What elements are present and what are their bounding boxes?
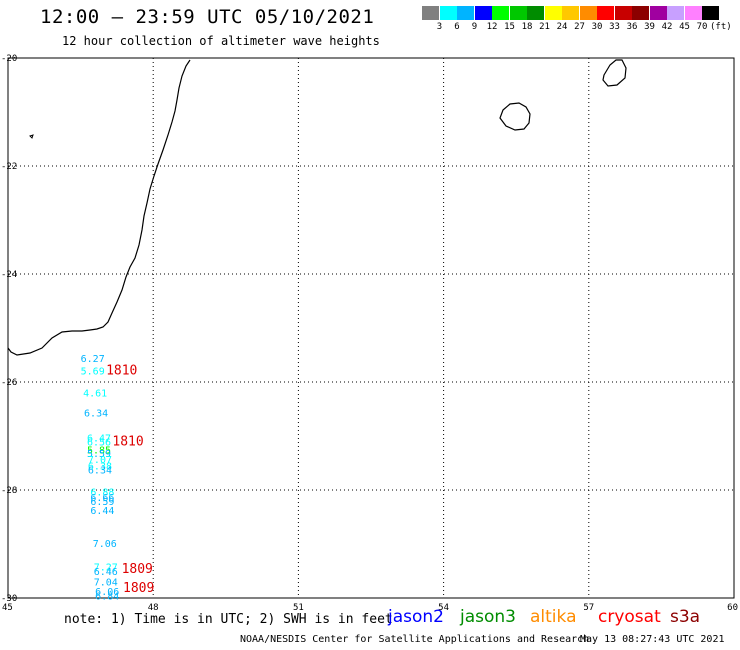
colorbar-tick-label: 21	[539, 22, 550, 32]
wave-height-value: 6.59	[90, 497, 114, 508]
wave-height-observations: 6.275.69 4.61 6.34 6.476.565.855.597.076.38…	[81, 354, 120, 603]
colorbar-tick-label: 12	[486, 22, 498, 32]
wave-height-value: 4.61	[83, 389, 107, 400]
colorbar-unit-label: (ft)	[710, 22, 732, 32]
wave-height-value: 6.84	[95, 592, 119, 603]
wave-height-value: 6.88	[90, 487, 114, 498]
wave-height-value: 6.06	[95, 587, 119, 598]
wave-height-value: 5.85	[87, 445, 111, 456]
legend-entry-jason2: jason2	[388, 607, 444, 627]
colorbar-tick-label: 45	[679, 22, 690, 32]
colorbar-tick-label: 30	[591, 22, 603, 32]
colorbar-swatch	[544, 6, 562, 20]
wave-height-value: 7.04	[94, 578, 118, 589]
wave-height-value: 6.34	[84, 409, 108, 420]
pass-time-label: 1810	[112, 435, 143, 450]
colorbar-swatch	[632, 6, 649, 20]
colorbar-swatch	[684, 6, 702, 20]
legend-entry-cryosat: cryosat	[598, 607, 661, 627]
wave-height-value: 6.38	[88, 461, 112, 472]
reunion-island	[499, 102, 531, 131]
longitude-tick-label: 45	[2, 603, 13, 613]
colorbar-tick-label: 42	[661, 22, 673, 32]
colorbar-tick-label: 24	[556, 22, 568, 32]
wave-height-value: 7.06	[93, 539, 117, 550]
axis-labels: 45 48 51 54 57 60 -20 -22 -24 -26 -28 -30	[1, 54, 738, 613]
colorbar-swatch	[422, 6, 439, 20]
colorbar-swatch	[562, 6, 579, 20]
timestamp-text: May 13 08:27:43 UTC 2021	[580, 634, 725, 645]
colorbar-tick-label: 3	[436, 22, 443, 32]
map-frame	[7, 57, 735, 599]
wave-height-value: 6.46	[94, 567, 118, 578]
map-title: 12:00 – 23:59 UTC 05/10/2021	[40, 6, 375, 28]
colorbar-swatch	[614, 6, 632, 20]
colorbar-tick-label: 33	[609, 22, 620, 32]
colorbar-swatch	[702, 6, 719, 20]
legend-entry-jason3: jason3	[460, 607, 516, 627]
small-island	[29, 134, 34, 139]
colorbar-swatch	[474, 6, 492, 20]
colorbar-tick-label: 18	[521, 22, 533, 32]
longitude-tick-label: 60	[727, 603, 738, 613]
colorbar-swatch	[597, 6, 614, 20]
latitude-tick-label: -26	[1, 378, 17, 388]
longitude-tick-label: 48	[148, 603, 159, 613]
coastline	[7, 59, 627, 356]
wave-height-value: 6.27	[81, 354, 105, 365]
wave-height-value: 5.69	[81, 366, 105, 377]
legend-entry-altika: altika	[530, 607, 577, 627]
wave-height-value: 6.66	[90, 493, 114, 504]
colorbar-tick-label: 27	[574, 22, 585, 32]
colorbar-tick-label: 70	[696, 22, 708, 32]
wave-height-value: 7.07	[88, 455, 112, 466]
bottom-note: note: 1) Time is in UTC; 2) SWH is in fe…	[64, 612, 393, 627]
gridlines	[8, 58, 734, 598]
latitude-tick-label: -28	[1, 486, 17, 496]
pass-time-labels: 1810 1810 1809 1809	[106, 363, 154, 596]
latitude-tick-label: -30	[1, 594, 17, 604]
longitude-tick-label: 57	[583, 603, 594, 613]
latitude-tick-label: -22	[1, 162, 17, 172]
colorbar-tick-label: 15	[504, 22, 515, 32]
wave-height-value: 6.56	[87, 438, 111, 449]
wave-height-value: 6.47	[87, 433, 111, 444]
latitude-tick-label: -20	[1, 54, 17, 64]
legend-entry-s3a: s3a	[670, 607, 701, 627]
colorbar-swatch	[509, 6, 527, 20]
colorbar-swatch	[579, 6, 597, 20]
colorbar-swatch	[439, 6, 457, 20]
colorbar-tick-label: 9	[471, 22, 478, 32]
pass-time-label: 1809	[123, 581, 154, 596]
colorbar-swatch	[649, 6, 667, 20]
wave-height-value: 6.44	[90, 506, 114, 517]
pass-time-label: 1809	[122, 562, 153, 577]
colorbar-tick-label: 36	[626, 22, 638, 32]
colorbar-swatch	[457, 6, 474, 20]
mauritius-island	[602, 59, 627, 87]
pass-time-label: 1810	[106, 363, 137, 378]
wave-height-value: 7.27	[94, 562, 118, 573]
colorbar-swatch	[492, 6, 509, 20]
latitude-tick-label: -24	[1, 270, 17, 280]
madagascar-coastline	[7, 59, 191, 356]
colorbar-tick-label: 39	[644, 22, 655, 32]
credit-text: NOAA/NESDIS Center for Satellite Applica…	[240, 634, 590, 645]
map-subtitle: 12 hour collection of altimeter wave hei…	[62, 34, 380, 48]
longitude-tick-label: 51	[293, 603, 304, 613]
colorbar-swatch	[667, 6, 684, 20]
colorbar-tick-label: 6	[454, 22, 460, 32]
longitude-tick-label: 54	[438, 603, 449, 613]
colorbar-swatch	[527, 6, 544, 20]
wave-height-value: 6.34	[88, 465, 112, 476]
wave-height-value: 5.59	[87, 449, 111, 460]
